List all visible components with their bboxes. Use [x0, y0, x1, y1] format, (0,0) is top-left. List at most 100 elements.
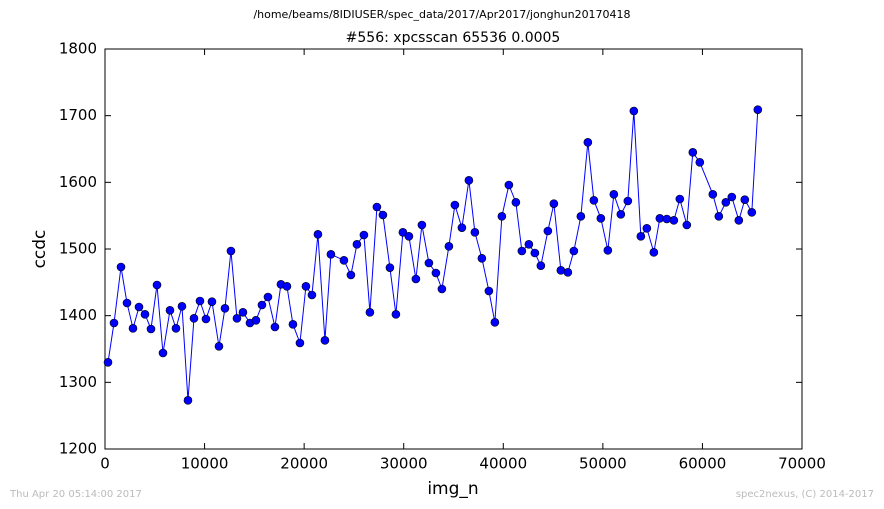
data-point	[543, 226, 553, 236]
data-point	[411, 274, 421, 284]
data-point	[616, 210, 626, 219]
x-tick-label: 70000	[778, 455, 826, 473]
data-line	[107, 109, 759, 401]
x-tick-label: 10000	[181, 455, 229, 473]
data-point	[484, 286, 494, 296]
data-point	[569, 246, 579, 256]
data-point	[589, 196, 599, 205]
data-point	[171, 324, 181, 333]
data-point	[517, 246, 527, 256]
data-point	[326, 250, 336, 259]
data-point	[140, 310, 150, 319]
data-point	[165, 306, 175, 315]
data-point	[251, 316, 261, 325]
data-point	[536, 261, 546, 270]
data-point	[688, 148, 698, 157]
data-point	[288, 320, 298, 329]
data-point	[183, 396, 193, 405]
data-point	[753, 105, 763, 114]
data-point	[398, 228, 408, 237]
data-point	[549, 199, 559, 208]
data-point	[504, 180, 514, 190]
data-point	[437, 284, 447, 294]
x-tick-label: 60000	[679, 455, 727, 473]
data-point	[563, 268, 573, 277]
data-point	[497, 212, 507, 221]
data-point	[195, 296, 205, 306]
y-tick-label: 1200	[59, 440, 97, 458]
data-point	[734, 216, 744, 225]
data-point	[201, 314, 211, 324]
data-point	[177, 302, 187, 311]
footer-left: Thu Apr 20 05:14:00 2017	[9, 489, 142, 500]
data-point	[470, 228, 480, 237]
x-tick-label: 0	[100, 455, 110, 473]
data-point	[109, 318, 119, 328]
data-point	[339, 256, 349, 265]
data-point	[662, 214, 672, 224]
x-tick-label: 20000	[280, 455, 328, 473]
data-point	[424, 258, 434, 268]
footer-right: spec2nexus, (C) 2014-2017	[736, 489, 874, 500]
chart-suptitle: /home/beams/8IDIUSER/spec_data/2017/Apr2…	[253, 8, 630, 21]
data-point	[417, 220, 427, 230]
data-point	[116, 262, 126, 272]
data-point	[263, 292, 273, 302]
data-point	[365, 308, 375, 317]
data-point	[457, 223, 467, 232]
data-point	[220, 304, 230, 313]
data-point	[596, 214, 606, 223]
data-point	[189, 314, 199, 323]
data-point	[576, 212, 586, 221]
data-point	[282, 282, 292, 291]
y-tick-label: 1700	[59, 106, 97, 124]
data-point	[708, 190, 718, 199]
data-point	[669, 216, 679, 225]
data-point	[675, 194, 685, 204]
data-point	[642, 224, 652, 233]
data-point	[232, 314, 242, 323]
data-point	[158, 348, 168, 358]
data-point	[295, 338, 305, 348]
data-point	[609, 190, 619, 199]
data-point	[450, 200, 460, 210]
data-point	[583, 138, 593, 147]
data-point	[103, 358, 113, 367]
data-point	[214, 342, 224, 351]
x-tick-label: 40000	[479, 455, 527, 473]
data-point	[128, 324, 138, 333]
data-point	[359, 230, 369, 240]
data-point	[464, 176, 474, 185]
y-tick-label: 1300	[59, 373, 97, 391]
data-point	[721, 198, 731, 207]
data-point	[629, 106, 639, 116]
data-point	[257, 300, 267, 310]
x-tick-label: 50000	[579, 455, 627, 473]
data-point	[152, 280, 162, 290]
data-point	[747, 208, 757, 217]
data-point	[372, 202, 382, 212]
data-point	[313, 230, 323, 239]
data-point	[226, 246, 236, 256]
data-point	[270, 322, 280, 332]
y-tick-label: 1600	[59, 173, 97, 191]
data-point	[649, 248, 659, 257]
data-point	[378, 210, 388, 220]
y-tick-label: 1400	[59, 306, 97, 324]
data-point	[524, 240, 534, 249]
x-axis-label: img_n	[427, 479, 478, 499]
data-point	[320, 336, 330, 345]
data-point	[530, 248, 540, 258]
data-point	[122, 298, 132, 308]
data-point	[352, 240, 362, 249]
chart-title: #556: xpcsscan 65536 0.0005	[346, 30, 561, 46]
data-point	[511, 198, 521, 207]
data-point	[238, 308, 248, 317]
data-point	[207, 297, 217, 306]
data-point	[134, 302, 144, 312]
data-point	[477, 254, 487, 263]
data-point	[727, 192, 737, 202]
data-point	[391, 310, 401, 319]
